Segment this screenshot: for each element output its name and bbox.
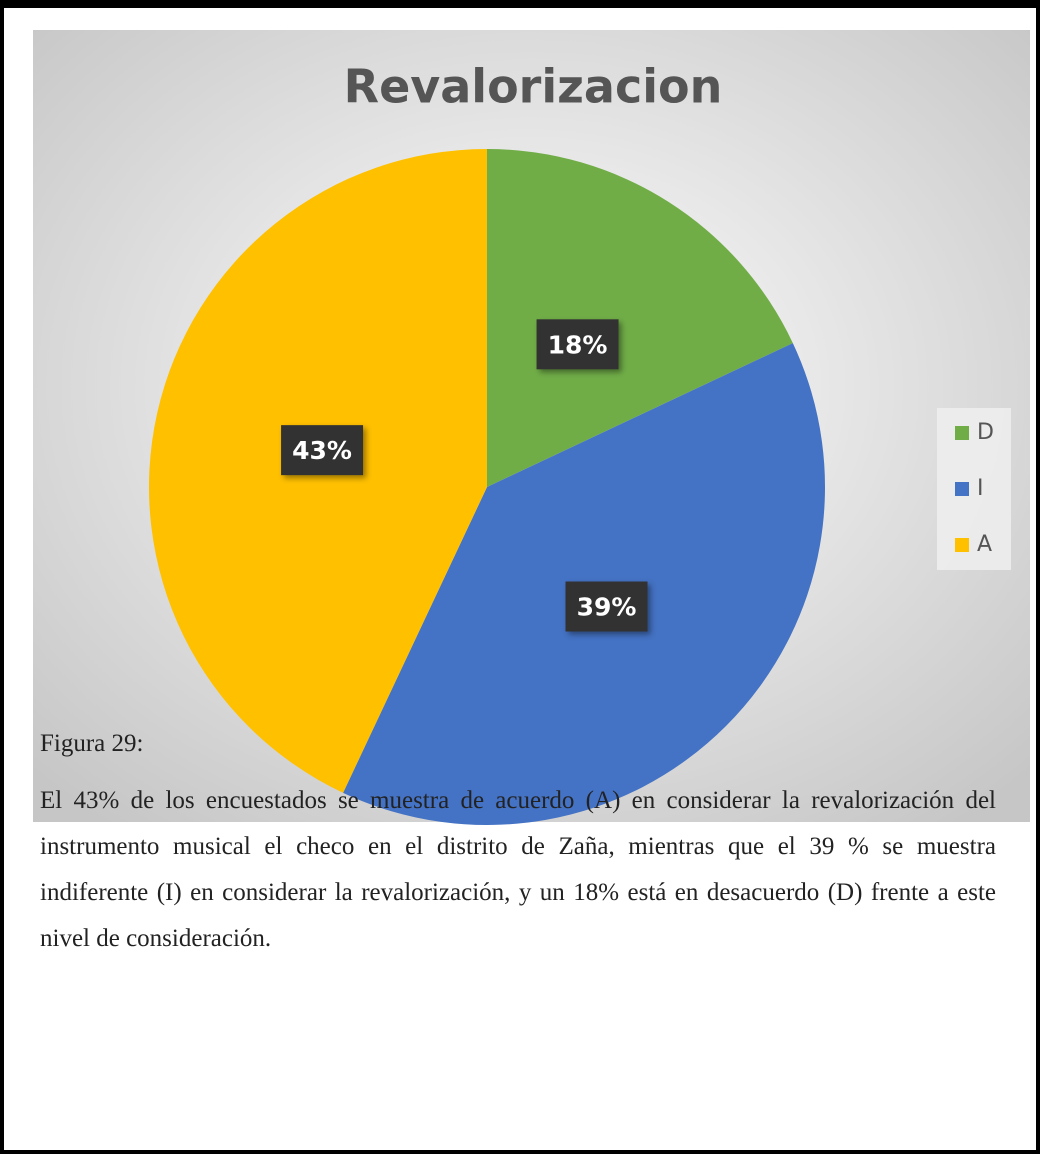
data-label: 39% [577, 593, 637, 622]
chart-title: Revalorizacion [344, 60, 723, 114]
legend-label: A [977, 532, 992, 557]
legend-label: D [977, 420, 994, 445]
figure-label: Figura 29: [40, 730, 144, 757]
data-label: 43% [292, 436, 352, 465]
legend-label: I [977, 476, 984, 501]
chart: Revalorizacion 18% 39% 43% D I A [33, 30, 1030, 825]
legend-box [937, 408, 1011, 570]
pie-slice [487, 149, 793, 487]
legend-swatch [955, 426, 969, 440]
data-label-box [565, 581, 648, 632]
data-label-box [536, 319, 619, 370]
legend-swatch [955, 482, 969, 496]
data-label: 18% [548, 330, 608, 359]
data-label-box [281, 425, 364, 476]
caption: El 43% de los encuestados se muestra de … [40, 787, 996, 952]
legend-swatch [955, 538, 969, 552]
